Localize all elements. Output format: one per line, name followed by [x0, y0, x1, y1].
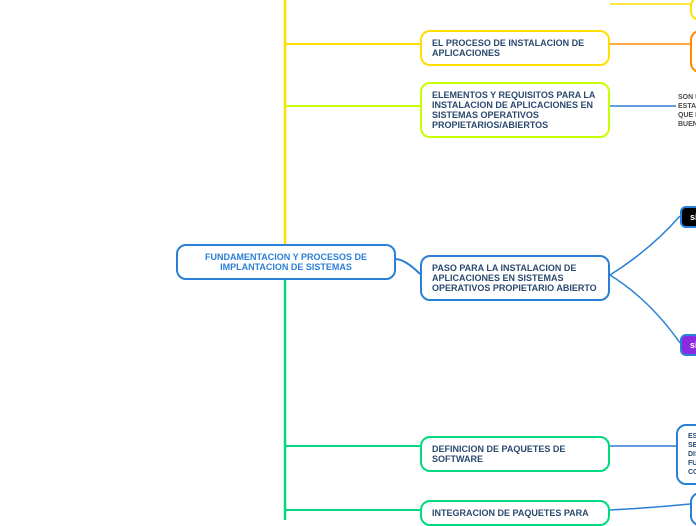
node-s4-label: sistem	[690, 340, 696, 350]
node-pasos-instalacion[interactable]: PASO PARA LA INSTALACION DE APLICACIONES…	[420, 255, 610, 301]
node-s6[interactable]: CONT EL INS	[690, 492, 696, 526]
node-s5-label: ES UNA SERI DISTRIBULLI FUNCIONAM COMPLE…	[688, 433, 696, 476]
node-n2-label: ELEMENTOS Y REQUISITOS PARA LA INSTALACI…	[432, 90, 595, 130]
root-node[interactable]: FUNDAMENTACION Y PROCESOS DE IMPLANTACIO…	[176, 244, 396, 280]
node-n3-label: PASO PARA LA INSTALACION DE APLICACIONES…	[432, 263, 597, 293]
node-definicion-paquetes[interactable]: DEFINICION DE PAQUETES DE SOFTWARE	[420, 436, 610, 472]
node-n4-label: DEFINICION DE PAQUETES DE SOFTWARE	[432, 444, 565, 464]
node-sistema[interactable]: SISTEMA	[690, 0, 696, 21]
node-s4-purple[interactable]: sistem	[680, 334, 696, 356]
node-s3-label: sistem	[690, 212, 696, 222]
node-s2[interactable]: SON UNA S ESTAN DIS QUE DEBE BUEN FUNC	[676, 82, 696, 131]
node-n5-label: INTEGRACION DE PAQUETES PARA	[432, 508, 589, 518]
node-s1[interactable]: PROCES TRANS F PREPAR	[690, 30, 696, 73]
node-s5[interactable]: ES UNA SERI DISTRIBULLI FUNCIONAM COMPLE…	[676, 424, 696, 485]
node-s3-black[interactable]: sistem	[680, 206, 696, 228]
root-label: FUNDAMENTACION Y PROCESOS DE IMPLANTACIO…	[205, 252, 367, 272]
node-elementos-requisitos[interactable]: ELEMENTOS Y REQUISITOS PARA LA INSTALACI…	[420, 82, 610, 138]
node-proceso-instalacion[interactable]: EL PROCESO DE INSTALACION DE APLICACIONE…	[420, 30, 610, 66]
node-n1-label: EL PROCESO DE INSTALACION DE APLICACIONE…	[432, 38, 584, 58]
node-s2-label: SON UNA S ESTAN DIS QUE DEBE BUEN FUNC	[678, 94, 696, 128]
node-integracion-paquetes[interactable]: INTEGRACION DE PAQUETES PARA	[420, 500, 610, 526]
